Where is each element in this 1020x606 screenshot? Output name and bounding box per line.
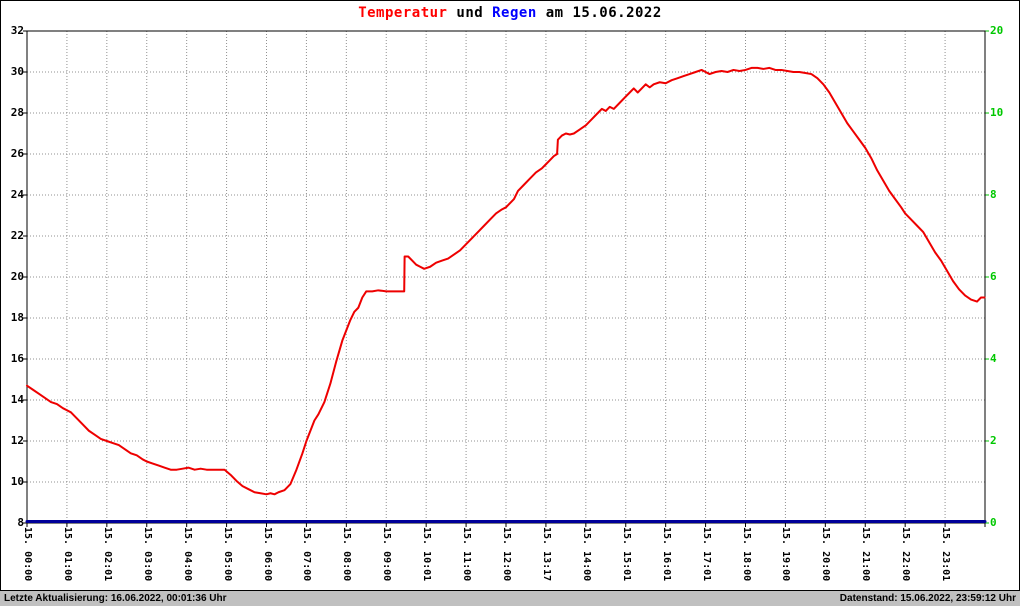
y-left-label: 10 <box>10 475 24 488</box>
x-axis-label: 15. 09:00 <box>381 527 393 582</box>
x-axis-label: 15. 10:01 <box>421 527 433 582</box>
x-axis-label: 15. 05:00 <box>221 527 233 582</box>
y-left-label: 24 <box>10 188 24 201</box>
y-left-label: 28 <box>10 106 24 119</box>
y-right-label: 6 <box>990 270 997 283</box>
title-und: und <box>456 5 493 21</box>
x-axis-label: 15. 22:00 <box>900 527 912 582</box>
series-line-temperatur <box>26 66 986 496</box>
footer-bar: Letzte Aktualisierung: 16.06.2022, 00:01… <box>0 590 1020 606</box>
y-right-label: 20 <box>990 24 1004 37</box>
x-axis-label: 15. 15:01 <box>620 527 632 582</box>
data-state-text: Datenstand: 15.06.2022, 23:59:12 Uhr <box>839 593 1016 604</box>
y-right-label: 10 <box>990 106 1004 120</box>
x-axis-label: 15. 18:00 <box>740 527 752 582</box>
x-axis-label: 15. 14:00 <box>580 527 592 582</box>
x-axis-label: 15. 06:00 <box>261 527 273 582</box>
y-left-label: 30 <box>10 65 24 78</box>
y-left-label: 20 <box>10 270 24 283</box>
chart-title: Temperatur und Regen am 15.06.2022 <box>0 5 1020 21</box>
y-right-label: 0 <box>990 516 997 529</box>
last-update-text: Letzte Aktualisierung: 16.06.2022, 00:01… <box>4 593 227 604</box>
title-date: am 15.06.2022 <box>536 5 662 21</box>
x-axis-label: 15. 11:00 <box>461 527 473 582</box>
y-right-label: 8 <box>990 187 997 201</box>
x-axis-label: 15. 13:17 <box>540 527 552 582</box>
y-left-label: 12 <box>10 434 24 447</box>
title-temperatur: Temperatur <box>358 5 457 21</box>
x-axis-label: 15. 23:01 <box>940 527 952 582</box>
x-axis-label: 15. 12:00 <box>501 527 512 582</box>
x-axis-label: 15. 16:01 <box>660 527 672 582</box>
x-axis-label: 15. 17:01 <box>700 527 712 582</box>
y-left-label: 16 <box>10 352 24 365</box>
y-left-label: 26 <box>10 147 24 160</box>
y-right-label: 4 <box>990 352 997 366</box>
x-axis-label: 15. 00:00 <box>22 527 33 582</box>
y-left-label: 18 <box>10 311 24 324</box>
x-axis-label: 15. 19:00 <box>780 527 792 582</box>
x-axis-label: 15. 21:00 <box>860 527 872 582</box>
title-regen: Regen <box>492 5 537 21</box>
x-axis-label: 15. 01:00 <box>61 527 73 582</box>
x-axis-label: 15. 08:00 <box>341 527 353 582</box>
y-left-label: 22 <box>10 229 24 242</box>
x-axis-label: 15. 07:00 <box>301 527 313 582</box>
x-axis-label: 15. 03:00 <box>141 527 153 582</box>
x-axis-label: 15. 04:00 <box>181 527 193 582</box>
x-axis-label: 15. 02:01 <box>101 527 113 582</box>
y-right-label: 2 <box>990 433 997 447</box>
y-left-label: 8 <box>17 516 24 529</box>
y-left-label: 32 <box>10 24 24 37</box>
y-left-label: 14 <box>10 393 24 406</box>
x-axis-label: 15. 20:00 <box>820 527 832 582</box>
